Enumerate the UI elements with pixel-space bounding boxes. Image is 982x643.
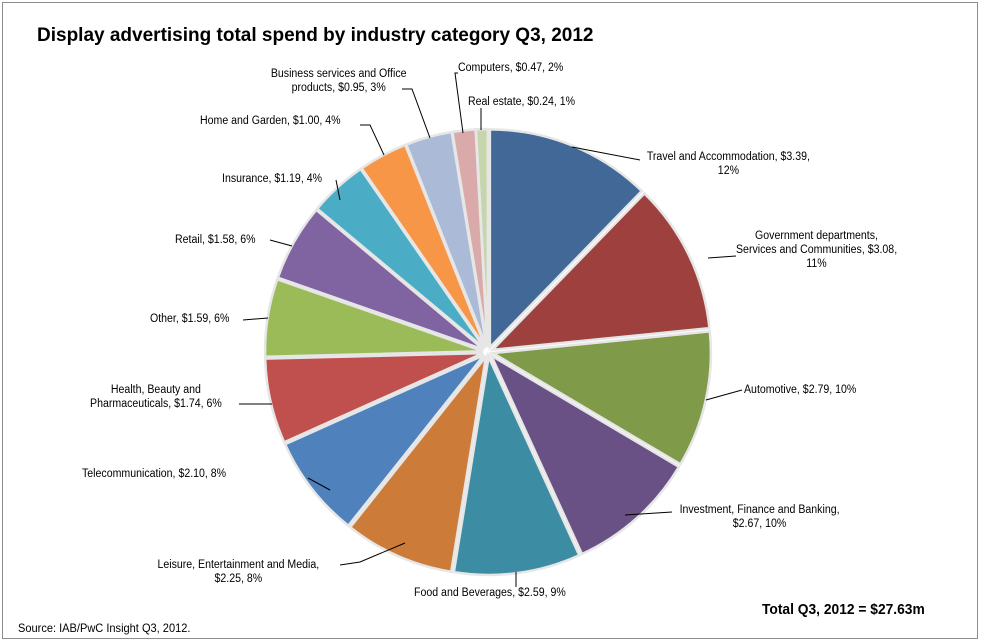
- slice-label-line: Automotive, $2.79, 10%: [744, 384, 857, 396]
- total-annotation: Total Q3, 2012 = $27.63m: [762, 601, 925, 618]
- slice-label-line: Pharmaceuticals, $1.74, 6%: [90, 398, 222, 410]
- slice-label: Telecommunication, $2.10, 8%: [82, 467, 226, 481]
- slice-label-line: Food and Beverages, $2.59, 9%: [414, 587, 566, 599]
- slice-label: Business services and Office products, $0…: [266, 67, 411, 95]
- slice-label: Other, $1.59, 6%: [150, 312, 229, 326]
- slice-label: Real estate, $0.24, 1%: [468, 95, 575, 109]
- slice-label-line: Real estate, $0.24, 1%: [468, 96, 576, 108]
- slice-label-line: Health, Beauty and: [110, 384, 201, 396]
- slice-label: Home and Garden, $1.00, 4%: [200, 114, 341, 128]
- leader-line: [705, 389, 743, 401]
- slice-label-line: Insurance, $1.19, 4%: [222, 173, 322, 185]
- leader-line: [454, 72, 464, 134]
- slice-label-line: Travel and Accommodation, $3.39,: [646, 151, 810, 163]
- slice-label-line: Services and Communities, $3.08,: [736, 244, 898, 256]
- pie-slice-real-estate: [474, 127, 490, 348]
- pie-slice-health-beauty-and-pharmaceuticals: [263, 351, 484, 444]
- leader-line: [335, 179, 341, 201]
- pie-slice-leisure-entertainment-and-media: [348, 352, 488, 574]
- leader-line: [269, 239, 293, 247]
- leader-line: [360, 124, 385, 156]
- leader-line: [307, 477, 331, 491]
- pie-slice-government-departments-services-and-communities: [489, 191, 711, 352]
- leader-line: [339, 542, 406, 566]
- slice-label-line: Retail, $1.58, 6%: [175, 234, 256, 246]
- chart-title: Display advertising total spend by indus…: [37, 25, 594, 46]
- leader-line: [571, 146, 641, 161]
- slice-label: Insurance, $1.19, 4%: [222, 172, 322, 186]
- slice-label-line: Computers, $0.47, 2%: [458, 62, 564, 74]
- leader-line: [707, 255, 737, 259]
- slice-label-line: 11%: [806, 258, 827, 270]
- pie-slice-travel-and-accommodation: [488, 128, 644, 351]
- slice-label-line: Other, $1.59, 6%: [150, 313, 230, 325]
- slice-label: Automotive, $2.79, 10%: [744, 383, 856, 397]
- slice-label-line: 12%: [717, 165, 739, 177]
- slice-label-line: Investment, Finance and Banking,: [679, 504, 840, 516]
- pie-slice-investment-finance-and-banking: [488, 352, 681, 556]
- pie-slice-food-and-beverages: [452, 352, 581, 577]
- slice-label-line: $2.67, 10%: [732, 518, 787, 530]
- source-note: Source: IAB/PwC Insight Q3, 2012.: [18, 621, 191, 635]
- slice-label-line: Leisure, Entertainment and Media,: [157, 559, 320, 571]
- slice-label-line: Home and Garden, $1.00, 4%: [200, 115, 341, 127]
- slice-label-line: products, $0.95, 3%: [291, 82, 386, 94]
- slice-label: Health, Beauty and Pharmaceuticals, $1.74…: [86, 383, 226, 411]
- pie-slice-automotive: [488, 330, 713, 466]
- slice-label: Leisure, Entertainment and Media, $2.25, …: [150, 558, 327, 586]
- slice-label: Investment, Finance and Banking, $2.67, 1…: [674, 503, 845, 531]
- slice-label-line: $2.25, 8%: [214, 573, 263, 585]
- slice-label: Retail, $1.58, 6%: [175, 233, 256, 247]
- leader-line: [624, 511, 673, 516]
- leader-line: [402, 88, 431, 139]
- slice-label-line: Telecommunication, $2.10, 8%: [82, 468, 227, 480]
- slice-label: Food and Beverages, $2.59, 9%: [414, 586, 566, 600]
- slice-label: Government departments, Services and Comm…: [736, 229, 897, 271]
- slice-label-line: Business services and Office: [270, 68, 407, 80]
- slice-label: Travel and Accommodation, $3.39, 12%: [641, 150, 816, 178]
- slice-label: Computers, $0.47, 2%: [458, 61, 563, 75]
- slice-label-line: Government departments,: [755, 230, 878, 242]
- pie-slice-retail: [276, 208, 485, 351]
- pie-slice-telecommunication: [283, 353, 486, 528]
- leader-line: [242, 317, 269, 321]
